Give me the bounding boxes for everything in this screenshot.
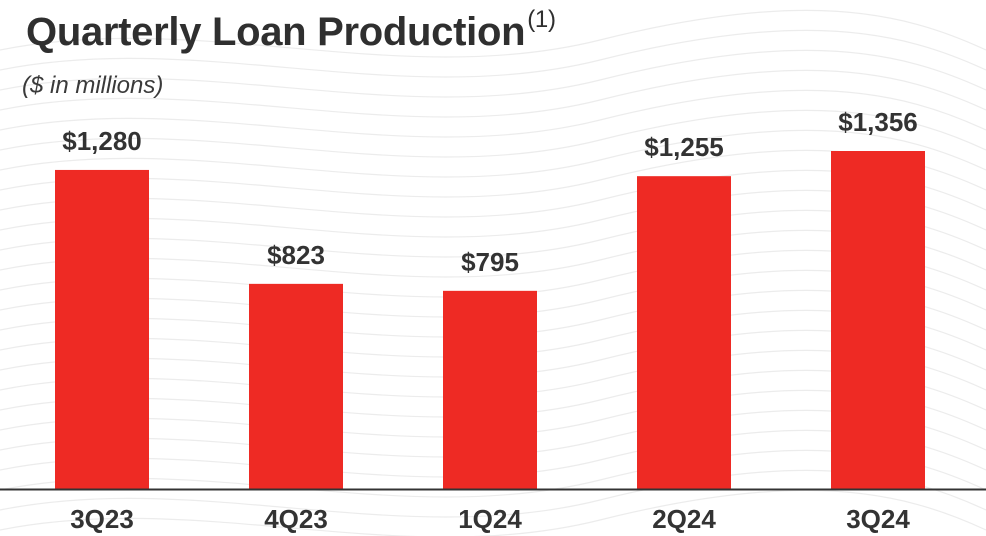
data-label-1q24: $795 <box>461 247 519 277</box>
x-tick-2q24: 2Q24 <box>652 504 716 534</box>
bar-1q24 <box>443 290 537 489</box>
bars-group <box>55 151 925 489</box>
title-footnote: (1) <box>527 6 556 33</box>
bar-2q24 <box>637 176 731 489</box>
data-label-3q24: $1,356 <box>838 107 918 137</box>
x-tick-4q23: 4Q23 <box>264 504 328 534</box>
data-label-3q23: $1,280 <box>62 126 142 156</box>
bar-4q23 <box>249 283 343 489</box>
bar-3q23 <box>55 169 149 489</box>
bar-3q24 <box>831 151 925 489</box>
x-tick-3q23: 3Q23 <box>70 504 134 534</box>
chart-title: Quarterly Loan Production(1) <box>26 6 556 55</box>
chart-subtitle: ($ in millions) <box>22 72 164 99</box>
x-tick-labels-group: 3Q23 4Q23 1Q24 2Q24 3Q24 <box>70 504 910 534</box>
x-tick-1q24: 1Q24 <box>458 504 522 534</box>
data-labels-group: $1,280 $823 $795 $1,255 $1,356 <box>62 107 918 277</box>
data-label-4q23: $823 <box>267 240 325 270</box>
chart-title-text: Quarterly Loan Production <box>26 10 526 54</box>
x-tick-3q24: 3Q24 <box>846 504 910 534</box>
data-label-2q24: $1,255 <box>644 132 724 162</box>
